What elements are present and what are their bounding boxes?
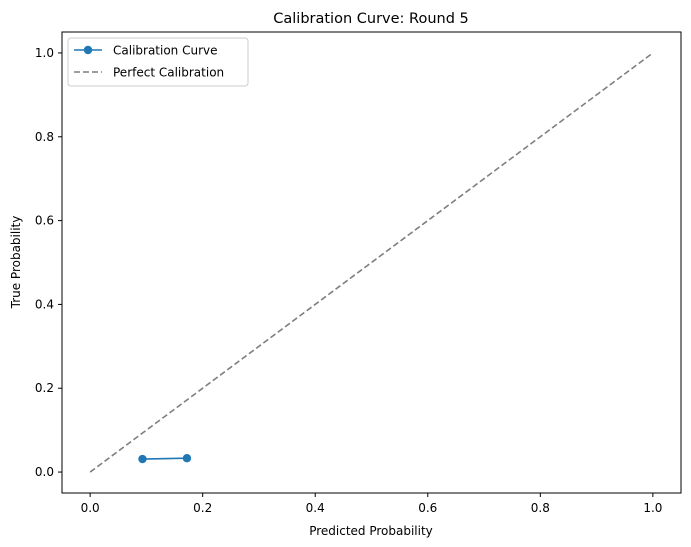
y-tick-label: 1.0 — [35, 46, 54, 60]
y-tick-label: 0.2 — [35, 381, 54, 395]
y-axis-ticks: 0.0 0.2 0.4 0.6 0.8 1.0 — [35, 46, 62, 479]
axes-frame — [61, 31, 682, 494]
chart-title: Calibration Curve: Round 5 — [273, 11, 469, 27]
x-tick-label: 0.8 — [531, 501, 550, 515]
x-tick-label: 0.0 — [81, 501, 100, 515]
data-point — [182, 454, 192, 463]
series-line-calibration-curve — [142, 457, 187, 460]
y-tick-label: 0.0 — [35, 465, 54, 479]
x-tick-label: 0.4 — [306, 501, 325, 515]
x-tick-label: 0.2 — [193, 501, 212, 515]
y-tick-label: 0.4 — [35, 297, 54, 311]
x-axis-label: Predicted Probability — [309, 524, 433, 538]
legend-marker — [83, 45, 93, 55]
series-line-perfect-calibration — [89, 52, 654, 473]
x-tick-label: 1.0 — [643, 501, 662, 515]
legend: Calibration Curve Perfect Calibration — [67, 37, 249, 87]
legend-label-perfect-calibration: Perfect Calibration — [113, 66, 224, 80]
y-tick-label: 0.6 — [35, 214, 54, 228]
x-axis-ticks: 0.0 0.2 0.4 0.6 0.8 1.0 — [81, 493, 662, 515]
x-tick-label: 0.6 — [418, 501, 437, 515]
y-tick-label: 0.8 — [35, 130, 54, 144]
legend-box — [67, 37, 249, 87]
plot-area — [61, 31, 682, 494]
legend-label-calibration-curve: Calibration Curve — [113, 44, 218, 58]
data-point — [138, 454, 147, 464]
y-axis-label: True Probability — [9, 216, 23, 310]
